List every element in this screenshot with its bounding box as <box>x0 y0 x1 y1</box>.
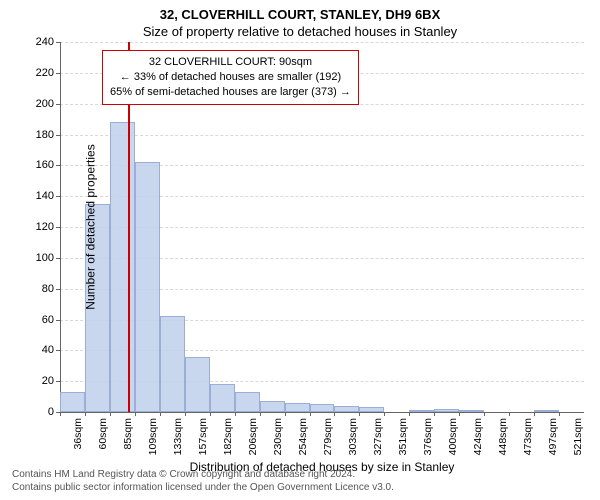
x-tick <box>135 412 136 416</box>
y-tick <box>56 381 60 382</box>
bar <box>334 406 359 412</box>
page-subtitle: Size of property relative to detached ho… <box>0 24 600 41</box>
y-tick-label: 100 <box>24 252 54 264</box>
y-tick <box>56 104 60 105</box>
y-tick-label: 80 <box>24 283 54 295</box>
x-tick <box>334 412 335 416</box>
x-tick <box>534 412 535 416</box>
bar <box>409 410 434 412</box>
y-tick-label: 20 <box>24 375 54 387</box>
y-tick <box>56 165 60 166</box>
annotation-line3: 65% of semi-detached houses are larger (… <box>110 85 351 100</box>
bar <box>135 162 160 412</box>
x-tick <box>60 412 61 416</box>
page-title: 32, CLOVERHILL COURT, STANLEY, DH9 6BX <box>0 0 600 24</box>
footer-line1: Contains HM Land Registry data © Crown c… <box>12 468 394 481</box>
y-tick-label: 160 <box>24 159 54 171</box>
annotation-line2: ← 33% of detached houses are smaller (19… <box>110 70 351 85</box>
x-tick <box>285 412 286 416</box>
y-tick <box>56 196 60 197</box>
x-tick <box>384 412 385 416</box>
y-tick-label: 0 <box>24 406 54 418</box>
bar <box>185 357 210 413</box>
y-tick <box>56 350 60 351</box>
y-tick <box>56 135 60 136</box>
bar <box>285 403 310 412</box>
y-tick-label: 180 <box>24 129 54 141</box>
y-tick <box>56 73 60 74</box>
bar <box>110 122 135 412</box>
x-tick <box>434 412 435 416</box>
y-tick-label: 220 <box>24 67 54 79</box>
x-tick <box>409 412 410 416</box>
annotation-box: 32 CLOVERHILL COURT: 90sqm ← 33% of deta… <box>102 50 359 105</box>
x-tick <box>185 412 186 416</box>
y-tick <box>56 258 60 259</box>
bar <box>260 401 285 412</box>
x-tick <box>260 412 261 416</box>
y-tick <box>56 42 60 43</box>
gridline <box>60 42 584 43</box>
x-axis-line <box>60 412 584 413</box>
y-tick-label: 60 <box>24 314 54 326</box>
gridline <box>60 135 584 136</box>
bar <box>359 407 384 412</box>
y-tick-label: 240 <box>24 36 54 48</box>
bar <box>459 410 484 412</box>
y-tick-label: 200 <box>24 98 54 110</box>
y-tick <box>56 289 60 290</box>
x-tick <box>210 412 211 416</box>
y-tick <box>56 227 60 228</box>
x-tick <box>559 412 560 416</box>
bar <box>210 384 235 412</box>
y-axis-title: Number of detached properties <box>84 144 98 309</box>
y-tick-label: 120 <box>24 221 54 233</box>
x-tick <box>509 412 510 416</box>
y-tick <box>56 320 60 321</box>
bar <box>60 392 85 412</box>
x-tick <box>310 412 311 416</box>
x-tick <box>235 412 236 416</box>
bar <box>310 404 335 412</box>
x-tick <box>85 412 86 416</box>
bar <box>534 410 559 412</box>
x-tick <box>484 412 485 416</box>
x-tick <box>110 412 111 416</box>
y-tick-label: 140 <box>24 190 54 202</box>
plot-area: 02040608010012014016018020022024036sqm60… <box>60 42 584 412</box>
x-tick <box>160 412 161 416</box>
footer-line2: Contains public sector information licen… <box>12 481 394 494</box>
y-tick-label: 40 <box>24 344 54 356</box>
bar <box>160 316 185 412</box>
x-tick <box>359 412 360 416</box>
histogram-chart: 02040608010012014016018020022024036sqm60… <box>60 42 584 412</box>
annotation-line1: 32 CLOVERHILL COURT: 90sqm <box>110 55 351 70</box>
bar <box>434 409 459 412</box>
bar <box>235 392 260 412</box>
x-tick <box>459 412 460 416</box>
footer-attribution: Contains HM Land Registry data © Crown c… <box>12 468 394 494</box>
